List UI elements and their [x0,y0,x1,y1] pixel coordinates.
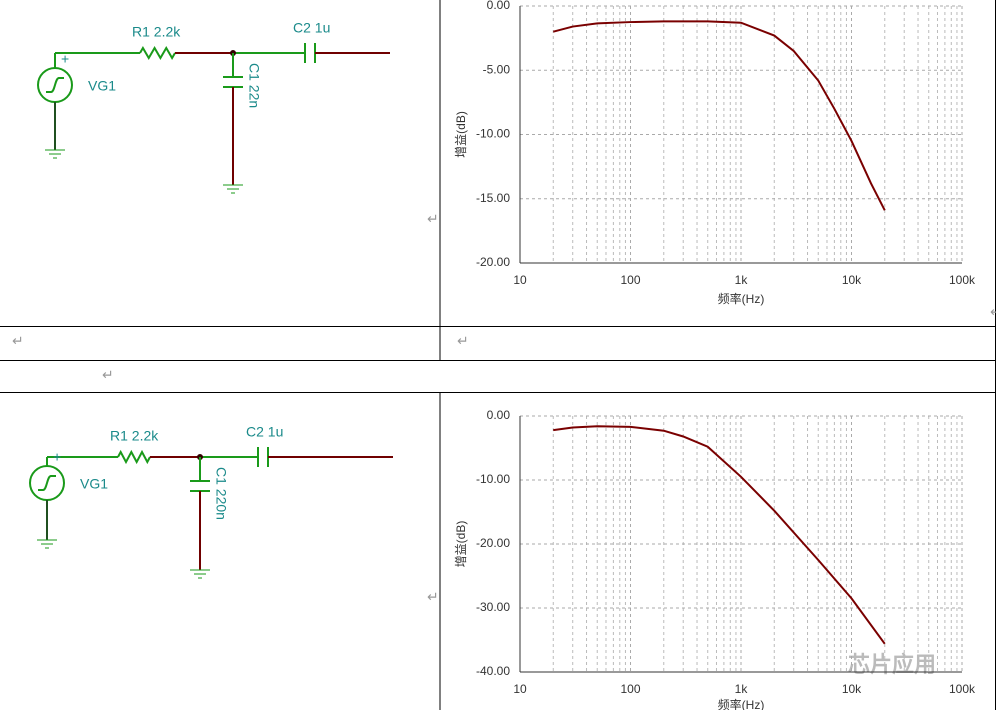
y-tick-label: -10.00 [476,472,510,486]
paragraph-mark: ↵ [427,589,439,605]
y-tick-label: -30.00 [476,600,510,614]
resistor [117,449,151,465]
y-tick-label: -10.00 [476,127,510,141]
paragraph-mark: ↵ [427,211,439,227]
x-tick-label: 100k [949,682,976,696]
source-label: VG1 [88,78,116,94]
y-axis-label: 增益(dB) [454,111,468,158]
y-tick-label: 0.00 [487,408,511,422]
y-tick-label: -40.00 [476,664,510,678]
source-symbol [46,77,64,93]
y-tick-label: -15.00 [476,191,510,205]
x-tick-label: 100k [949,273,976,287]
paragraph-mark: ↵ [457,333,469,349]
paragraph-mark: ↵ [102,367,114,383]
polarity: + [53,449,61,465]
capacitor-label: C1 220n [213,467,229,520]
x-tick-label: 10 [513,682,527,696]
y-tick-label: -5.00 [483,62,511,76]
x-tick-label: 100 [620,273,640,287]
y-tick-label: -20.00 [476,536,510,550]
capacitor-label: C2 1u [246,424,283,440]
x-tick-label: 100 [620,682,640,696]
capacitor-label: C2 1u [293,20,330,36]
source-symbol [38,475,56,491]
source-label: VG1 [80,476,108,492]
watermark: 芯片应用 [848,652,936,677]
x-tick-label: 10k [842,682,862,696]
gain-curve [553,425,886,645]
resistor-label: R1 2.2k [132,24,181,40]
resistor [139,46,176,60]
x-tick-label: 10k [842,273,862,287]
y-tick-label: -20.00 [476,255,510,269]
gain-curve [553,20,886,211]
paragraph-mark: ↵ [990,304,996,320]
paragraph-mark: ↵ [12,333,24,349]
x-tick-label: 1k [735,273,749,287]
y-axis-label: 增益(dB) [454,521,468,568]
capacitor-label: C1 22n [246,63,262,108]
x-axis-label: 频率(Hz) [718,291,765,306]
x-tick-label: 1k [735,682,749,696]
x-axis-label: 频率(Hz) [718,697,765,710]
y-tick-label: 0.00 [487,0,511,12]
x-tick-label: 10 [513,273,527,287]
polarity: + [61,51,69,67]
resistor-label: R1 2.2k [110,428,159,444]
